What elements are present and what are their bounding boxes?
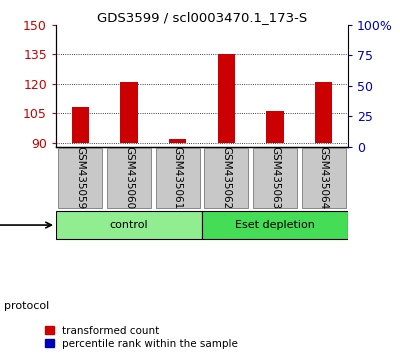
- Bar: [120, 82, 138, 143]
- Text: Eset depletion: Eset depletion: [235, 220, 315, 230]
- Text: GSM435061: GSM435061: [173, 147, 183, 210]
- FancyBboxPatch shape: [202, 211, 348, 239]
- Legend: transformed count, percentile rank within the sample: transformed count, percentile rank withi…: [45, 326, 238, 349]
- Text: GSM435060: GSM435060: [124, 147, 134, 210]
- FancyBboxPatch shape: [156, 148, 200, 208]
- FancyBboxPatch shape: [107, 148, 151, 208]
- Text: GSM435059: GSM435059: [75, 147, 85, 210]
- Bar: [72, 107, 89, 143]
- Text: GSM435062: GSM435062: [221, 147, 231, 210]
- FancyBboxPatch shape: [58, 148, 102, 208]
- FancyBboxPatch shape: [56, 211, 202, 239]
- FancyBboxPatch shape: [253, 148, 297, 208]
- FancyBboxPatch shape: [204, 148, 248, 208]
- Title: GDS3599 / scl0003470.1_173-S: GDS3599 / scl0003470.1_173-S: [97, 11, 307, 24]
- Bar: [315, 82, 332, 143]
- Text: GSM435063: GSM435063: [270, 147, 280, 210]
- FancyBboxPatch shape: [302, 148, 346, 208]
- Text: protocol: protocol: [4, 301, 49, 311]
- Bar: [169, 139, 186, 143]
- Bar: [218, 54, 235, 143]
- Text: control: control: [110, 220, 148, 230]
- Bar: [266, 111, 284, 143]
- Text: GSM435064: GSM435064: [319, 147, 329, 210]
